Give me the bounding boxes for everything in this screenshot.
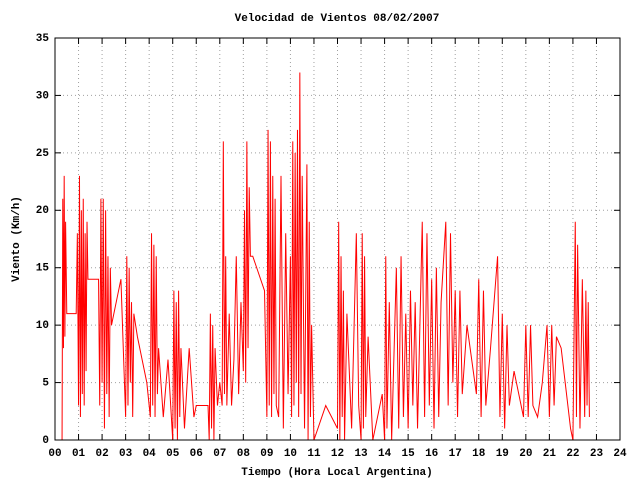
x-tick-label: 01 [72, 448, 86, 460]
y-tick-label: 25 [36, 148, 50, 160]
x-tick-label: 16 [425, 448, 438, 460]
x-tick-label: 09 [260, 448, 273, 460]
x-tick-label: 20 [519, 448, 532, 460]
y-tick-label: 35 [36, 33, 50, 45]
x-tick-label: 15 [402, 448, 416, 460]
y-tick-label: 20 [36, 205, 49, 217]
x-tick-label: 19 [496, 448, 509, 460]
y-tick-label: 30 [36, 90, 49, 102]
x-tick-label: 08 [237, 448, 251, 460]
y-axis-label: Viento (Km/h) [11, 196, 23, 282]
x-tick-label: 12 [331, 448, 344, 460]
x-tick-label: 00 [48, 448, 61, 460]
x-tick-label: 07 [213, 448, 226, 460]
x-tick-label: 10 [284, 448, 297, 460]
x-tick-label: 05 [166, 448, 180, 460]
wind-line [61, 72, 590, 441]
x-tick-label: 23 [590, 448, 604, 460]
x-tick-label: 17 [449, 448, 462, 460]
x-tick-label: 04 [143, 448, 157, 460]
x-tick-label: 11 [307, 448, 321, 460]
y-tick-label: 0 [42, 435, 49, 447]
chart-title: Velocidad de Vientos 08/02/2007 [235, 13, 440, 25]
y-tick-label: 5 [42, 377, 49, 389]
x-tick-label: 18 [472, 448, 486, 460]
plot-frame [54, 37, 621, 441]
x-tick-label: 13 [354, 448, 368, 460]
x-tick-label: 06 [190, 448, 203, 460]
x-tick-label: 22 [566, 448, 579, 460]
x-tick-label: 02 [95, 448, 108, 460]
x-tick-label: 24 [613, 448, 627, 460]
x-tick-label: 21 [543, 448, 557, 460]
y-tick-label: 15 [36, 263, 50, 275]
x-axis-label: Tiempo (Hora Local Argentina) [241, 467, 432, 479]
x-tick-label: 14 [378, 448, 392, 460]
x-tick-label: 03 [119, 448, 133, 460]
y-tick-label: 10 [36, 320, 49, 332]
